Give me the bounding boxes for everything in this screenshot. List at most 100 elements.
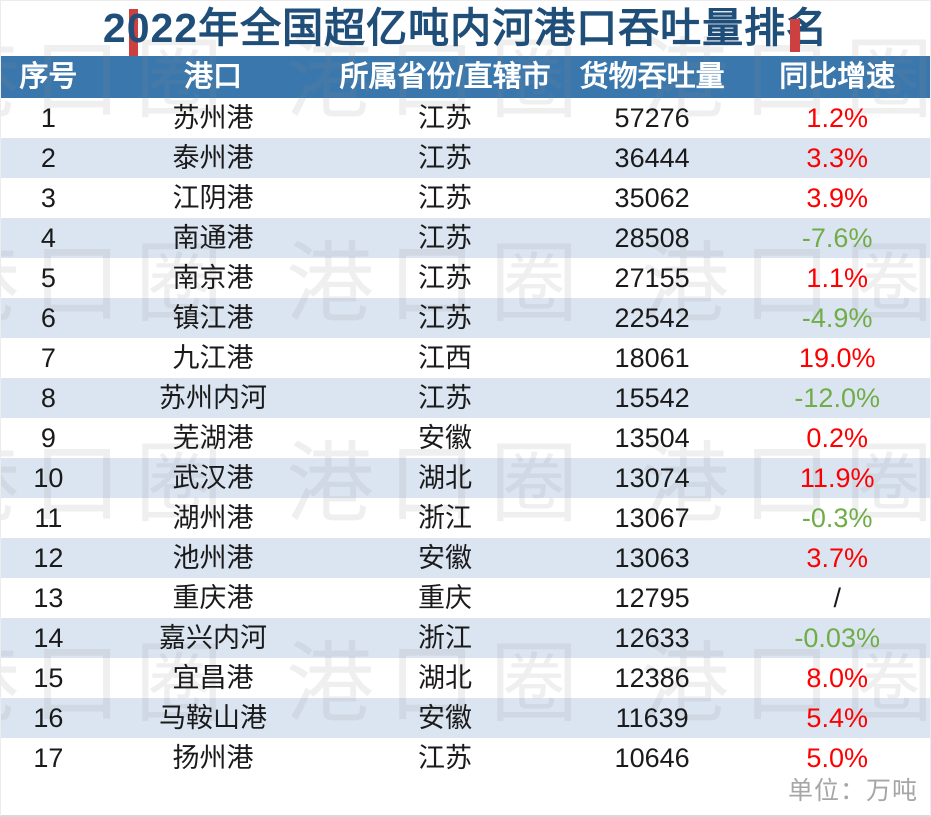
growth-cell: 19.0% — [798, 342, 876, 373]
rank-cell: 9 — [40, 422, 56, 453]
province-cell: 江苏 — [418, 102, 473, 133]
port-cell: 南通港 — [172, 222, 254, 253]
rank-cell: 16 — [33, 702, 64, 733]
province-cell: 江苏 — [418, 182, 473, 213]
table-row: 16 马鞍山港 安徽 11639 5.4% — [1, 698, 930, 738]
throughput-cell: 11639 — [615, 702, 689, 733]
table-row: 13 重庆港 重庆 12795 / — [1, 578, 930, 618]
province-cell: 安徽 — [418, 542, 473, 573]
province-cell: 湖北 — [418, 462, 473, 493]
throughput-cell: 13067 — [614, 502, 690, 533]
throughput-cell: 35062 — [614, 182, 690, 213]
port-cell: 南京港 — [172, 262, 254, 293]
province-cell: 江苏 — [418, 742, 473, 773]
province-cell: 安徽 — [418, 422, 473, 453]
title-accent-right — [790, 19, 800, 52]
title-accent-left — [129, 9, 138, 56]
header-cell-throughput: 货物吞吐量 — [579, 60, 725, 93]
growth-cell: -0.3% — [801, 502, 873, 533]
table-row: 7 九江港 江西 18061 19.0% — [1, 338, 930, 378]
province-cell: 江苏 — [418, 262, 473, 293]
rank-cell: 3 — [40, 182, 56, 213]
rank-cell: 5 — [40, 262, 56, 293]
port-cell: 镇江港 — [172, 302, 254, 333]
throughput-cell: 13063 — [614, 542, 690, 573]
growth-cell: -12.0% — [794, 382, 880, 413]
throughput-cell: 15542 — [614, 382, 690, 413]
unit-note: 单位：万吨 — [787, 777, 918, 805]
port-cell: 宜昌港 — [172, 662, 254, 693]
table-row: 4 南通港 江苏 28508 -7.6% — [1, 218, 930, 258]
growth-cell: 5.4% — [806, 702, 868, 733]
rank-cell: 15 — [33, 662, 64, 693]
port-cell: 扬州港 — [172, 742, 254, 773]
throughput-cell: 12633 — [614, 622, 690, 653]
growth-cell: -0.03% — [794, 622, 880, 653]
throughput-cell: 18061 — [614, 342, 690, 373]
port-cell: 马鞍山港 — [159, 702, 268, 733]
throughput-cell: 28508 — [614, 222, 690, 253]
table-row: 6 镇江港 江苏 22542 -4.9% — [1, 298, 930, 338]
table-row: 10 武汉港 湖北 13074 11.9% — [1, 458, 930, 498]
province-cell: 湖北 — [418, 662, 473, 693]
growth-cell: 5.0% — [806, 742, 868, 773]
port-cell: 武汉港 — [172, 462, 254, 493]
port-cell: 嘉兴内河 — [159, 622, 268, 653]
province-cell: 江西 — [418, 342, 473, 373]
header-cell-port: 港口 — [184, 60, 243, 93]
throughput-cell: 12795 — [614, 582, 690, 613]
rank-cell: 13 — [33, 582, 64, 613]
throughput-cell: 13504 — [614, 422, 690, 453]
growth-cell: 1.1% — [806, 262, 868, 293]
table-row: 2 泰州港 江苏 36444 3.3% — [1, 138, 930, 178]
port-cell: 泰州港 — [172, 142, 254, 173]
port-cell: 江阴港 — [172, 182, 254, 213]
growth-cell: 11.9% — [799, 462, 875, 493]
table-row: 8 苏州内河 江苏 15542 -12.0% — [1, 378, 930, 418]
rank-cell: 11 — [34, 502, 63, 533]
province-cell: 浙江 — [418, 502, 473, 533]
rank-cell: 7 — [40, 342, 56, 373]
port-cell: 苏州港 — [172, 102, 254, 133]
rank-cell: 6 — [40, 302, 56, 333]
header-cell-growth: 同比增速 — [779, 60, 896, 93]
port-cell: 九江港 — [172, 342, 254, 373]
growth-cell: 1.2% — [806, 102, 868, 133]
growth-cell: -7.6% — [801, 222, 873, 253]
table-row: 1 苏州港 江苏 57276 1.2% — [1, 98, 930, 138]
growth-cell: 8.0% — [806, 662, 868, 693]
growth-cell: -4.9% — [801, 302, 873, 333]
header-cell-rank: 序号 — [19, 60, 78, 93]
table-header-row: 序号 港口 所属省份/直辖市 货物吞吐量 同比增速 — [1, 56, 930, 98]
rank-cell: 17 — [33, 742, 64, 773]
rank-cell: 12 — [33, 542, 64, 573]
port-cell: 池州港 — [172, 542, 254, 573]
page-title: 2022年全国超亿吨内河港口吞吐量排名 — [102, 5, 829, 51]
table-row: 3 江阴港 江苏 35062 3.9% — [1, 178, 930, 218]
header-cell-province: 所属省份/直辖市 — [339, 60, 551, 93]
rank-cell: 10 — [33, 462, 64, 493]
table-row: 11 湖州港 浙江 13067 -0.3% — [1, 498, 930, 538]
table-body: 1 苏州港 江苏 57276 1.2% 2 泰州港 江苏 36444 3.3% 3 江阴港 江苏 3506… — [1, 98, 930, 778]
province-cell: 江苏 — [418, 302, 473, 333]
rank-cell: 4 — [40, 222, 56, 253]
growth-cell: 0.2% — [806, 422, 868, 453]
port-cell: 重庆港 — [172, 582, 254, 613]
province-cell: 安徽 — [418, 702, 473, 733]
throughput-cell: 36444 — [614, 142, 690, 173]
title-bar: 2022年全国超亿吨内河港口吞吐量排名 — [1, 1, 930, 56]
throughput-cell: 22542 — [614, 302, 690, 333]
rank-cell: 8 — [40, 382, 56, 413]
province-cell: 江苏 — [418, 142, 473, 173]
growth-cell: 3.7% — [806, 542, 868, 573]
rank-cell: 2 — [40, 142, 56, 173]
growth-cell: / — [833, 582, 841, 613]
table-row: 9 芜湖港 安徽 13504 0.2% — [1, 418, 930, 458]
province-cell: 江苏 — [418, 222, 473, 253]
growth-cell: 3.9% — [806, 182, 868, 213]
port-cell: 苏州内河 — [159, 382, 268, 413]
port-cell: 湖州港 — [172, 502, 254, 533]
province-cell: 重庆 — [418, 582, 473, 613]
rank-cell: 1 — [40, 102, 56, 133]
